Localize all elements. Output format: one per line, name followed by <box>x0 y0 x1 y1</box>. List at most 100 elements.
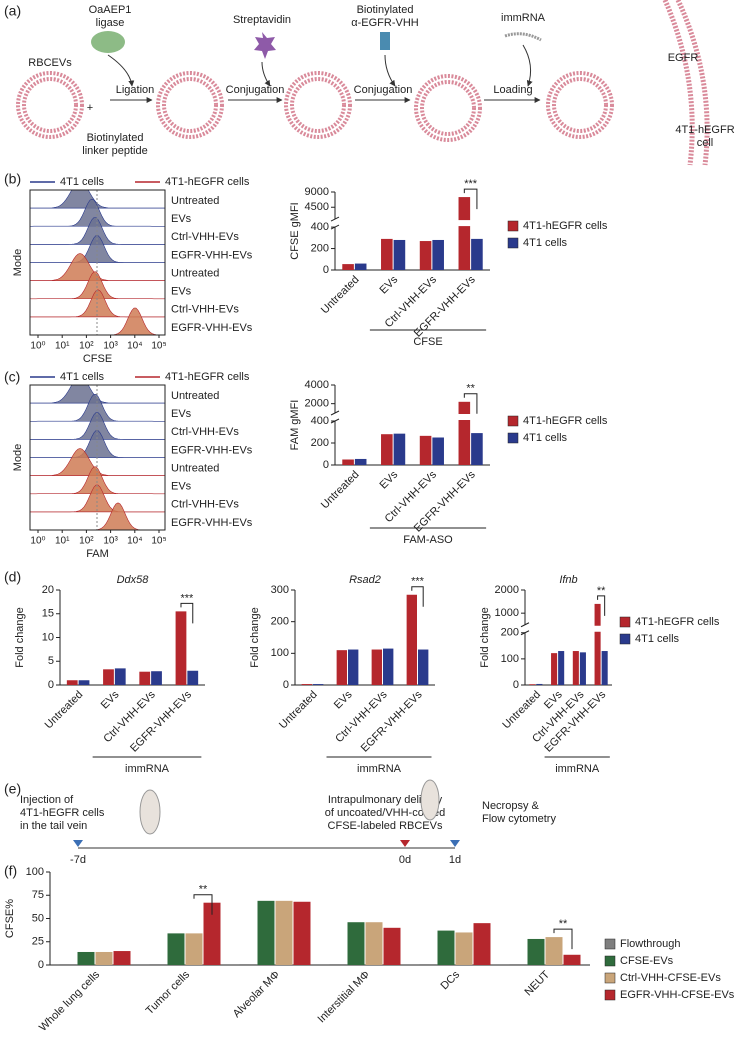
step: Loading <box>493 84 532 96</box>
bar <box>594 603 601 685</box>
group-label: immRNA <box>125 763 170 775</box>
bar <box>78 680 90 685</box>
timeline-tick: 1d <box>449 854 461 866</box>
significance: *** <box>464 178 478 190</box>
x-tick-label: EGFR-VHH-EVs <box>128 688 194 754</box>
frame <box>29 384 166 531</box>
bar <box>393 433 406 465</box>
legend-label: Flowthrough <box>620 938 681 950</box>
arrow <box>522 44 533 87</box>
group-label: FAM-ASO <box>403 534 453 546</box>
x-tick-label: 10¹ <box>55 341 70 352</box>
bar <box>354 263 367 270</box>
y-tick-label: 25 <box>32 936 44 948</box>
bar <box>437 930 455 965</box>
legend-swatch <box>507 432 519 444</box>
bar <box>336 650 347 685</box>
legend-swatch <box>604 955 616 967</box>
timeline-text: CFSE-labeled RBCEVs <box>328 820 443 832</box>
bar <box>536 683 543 685</box>
step: Conjugation <box>354 84 413 96</box>
timeline-text: Injection of <box>20 794 74 806</box>
bar <box>418 649 429 685</box>
y-tick-label: 400 <box>311 221 329 233</box>
x-tick-label: EVs <box>332 688 355 711</box>
x-tick-label: EVs <box>378 273 401 296</box>
x-tick-label: 10³ <box>103 341 118 352</box>
bar <box>383 648 394 685</box>
cell-membrane <box>662 0 695 166</box>
panel-label: (e) <box>4 781 21 797</box>
bar <box>293 901 311 965</box>
axis-break <box>330 216 340 222</box>
y-tick-label: 0 <box>38 959 44 971</box>
bar <box>381 434 393 465</box>
bar <box>406 594 417 685</box>
frame <box>29 189 166 336</box>
y-tick-label: 200 <box>271 616 289 628</box>
row-label: EVs <box>171 213 192 225</box>
x-tick-label: 10² <box>79 536 94 547</box>
x-tick-label: EVs <box>378 468 401 491</box>
y-tick-label: 50 <box>32 912 44 924</box>
y-tick-label: 0 <box>323 459 329 471</box>
y-tick-label: 0 <box>323 264 329 276</box>
bar <box>558 651 565 685</box>
axis-break <box>330 410 340 416</box>
y-tick-label: 0 <box>513 679 519 691</box>
row-label: Ctrl-VHH-EVs <box>171 231 239 243</box>
step: Conjugation <box>226 84 285 96</box>
chart-title: Ifnb <box>559 574 577 586</box>
label: ligase <box>96 17 125 29</box>
legend-label: 4T1-hEGFR cells <box>165 176 250 188</box>
bar <box>175 611 187 685</box>
significance: ** <box>466 383 475 395</box>
bar <box>59 964 77 965</box>
group-label: immRNA <box>357 763 402 775</box>
label: + <box>87 102 93 114</box>
schematic: (a) OaAEP1 ligase Streptavidin Biotinyla… <box>4 0 735 166</box>
bar <box>471 238 483 270</box>
y-tick-label: 100 <box>501 653 519 665</box>
label: RBCEVs <box>28 57 72 69</box>
bar <box>187 670 199 685</box>
arrow <box>261 61 271 87</box>
y-axis-label: FAM gMFI <box>289 400 301 451</box>
significance: *** <box>411 576 425 588</box>
x-tick-label: Untreated <box>319 274 362 317</box>
legend-label: 4T1-hEGFR cells <box>523 415 608 427</box>
timeline-text: Necropsy & <box>482 800 540 812</box>
x-tick-label: Tumor cells <box>144 968 193 1017</box>
y-axis-label: Fold change <box>249 607 261 668</box>
bar <box>381 238 393 270</box>
legend-label: CFSE-EVs <box>620 955 674 967</box>
row-label: Ctrl-VHH-EVs <box>171 426 239 438</box>
y-tick-label: 0 <box>48 679 54 691</box>
x-tick-label: EVs <box>99 688 122 711</box>
legend-label: 4T1 cells <box>635 633 680 645</box>
timeline: Injection of 4T1-hEGFR cells in the tail… <box>20 779 556 866</box>
significance-bracket <box>411 586 424 607</box>
bar <box>139 671 151 685</box>
legend-label: 4T1-hEGFR cells <box>165 371 250 383</box>
significance: *** <box>180 592 194 604</box>
vhh-icon <box>380 32 390 50</box>
bar <box>203 902 221 965</box>
legend-swatch <box>507 237 519 249</box>
timeline-marker <box>73 840 83 847</box>
chart-title: Rsad2 <box>349 574 381 586</box>
bar <box>579 652 586 685</box>
bar <box>114 668 126 685</box>
bar <box>371 649 382 685</box>
chart-title: Ddx58 <box>117 574 150 586</box>
bar <box>66 680 78 685</box>
x-tick-label: Untreated <box>277 689 320 732</box>
break-gap <box>458 220 471 227</box>
timeline-text: of uncoated/VHH-coated <box>325 807 445 819</box>
arrow <box>384 54 396 87</box>
label: EGFR <box>668 52 699 64</box>
y-tick-label: 1000 <box>495 607 519 619</box>
significance-bracket <box>597 595 606 616</box>
y-axis-label: CFSE% <box>4 899 16 938</box>
label: immRNA <box>501 12 546 24</box>
